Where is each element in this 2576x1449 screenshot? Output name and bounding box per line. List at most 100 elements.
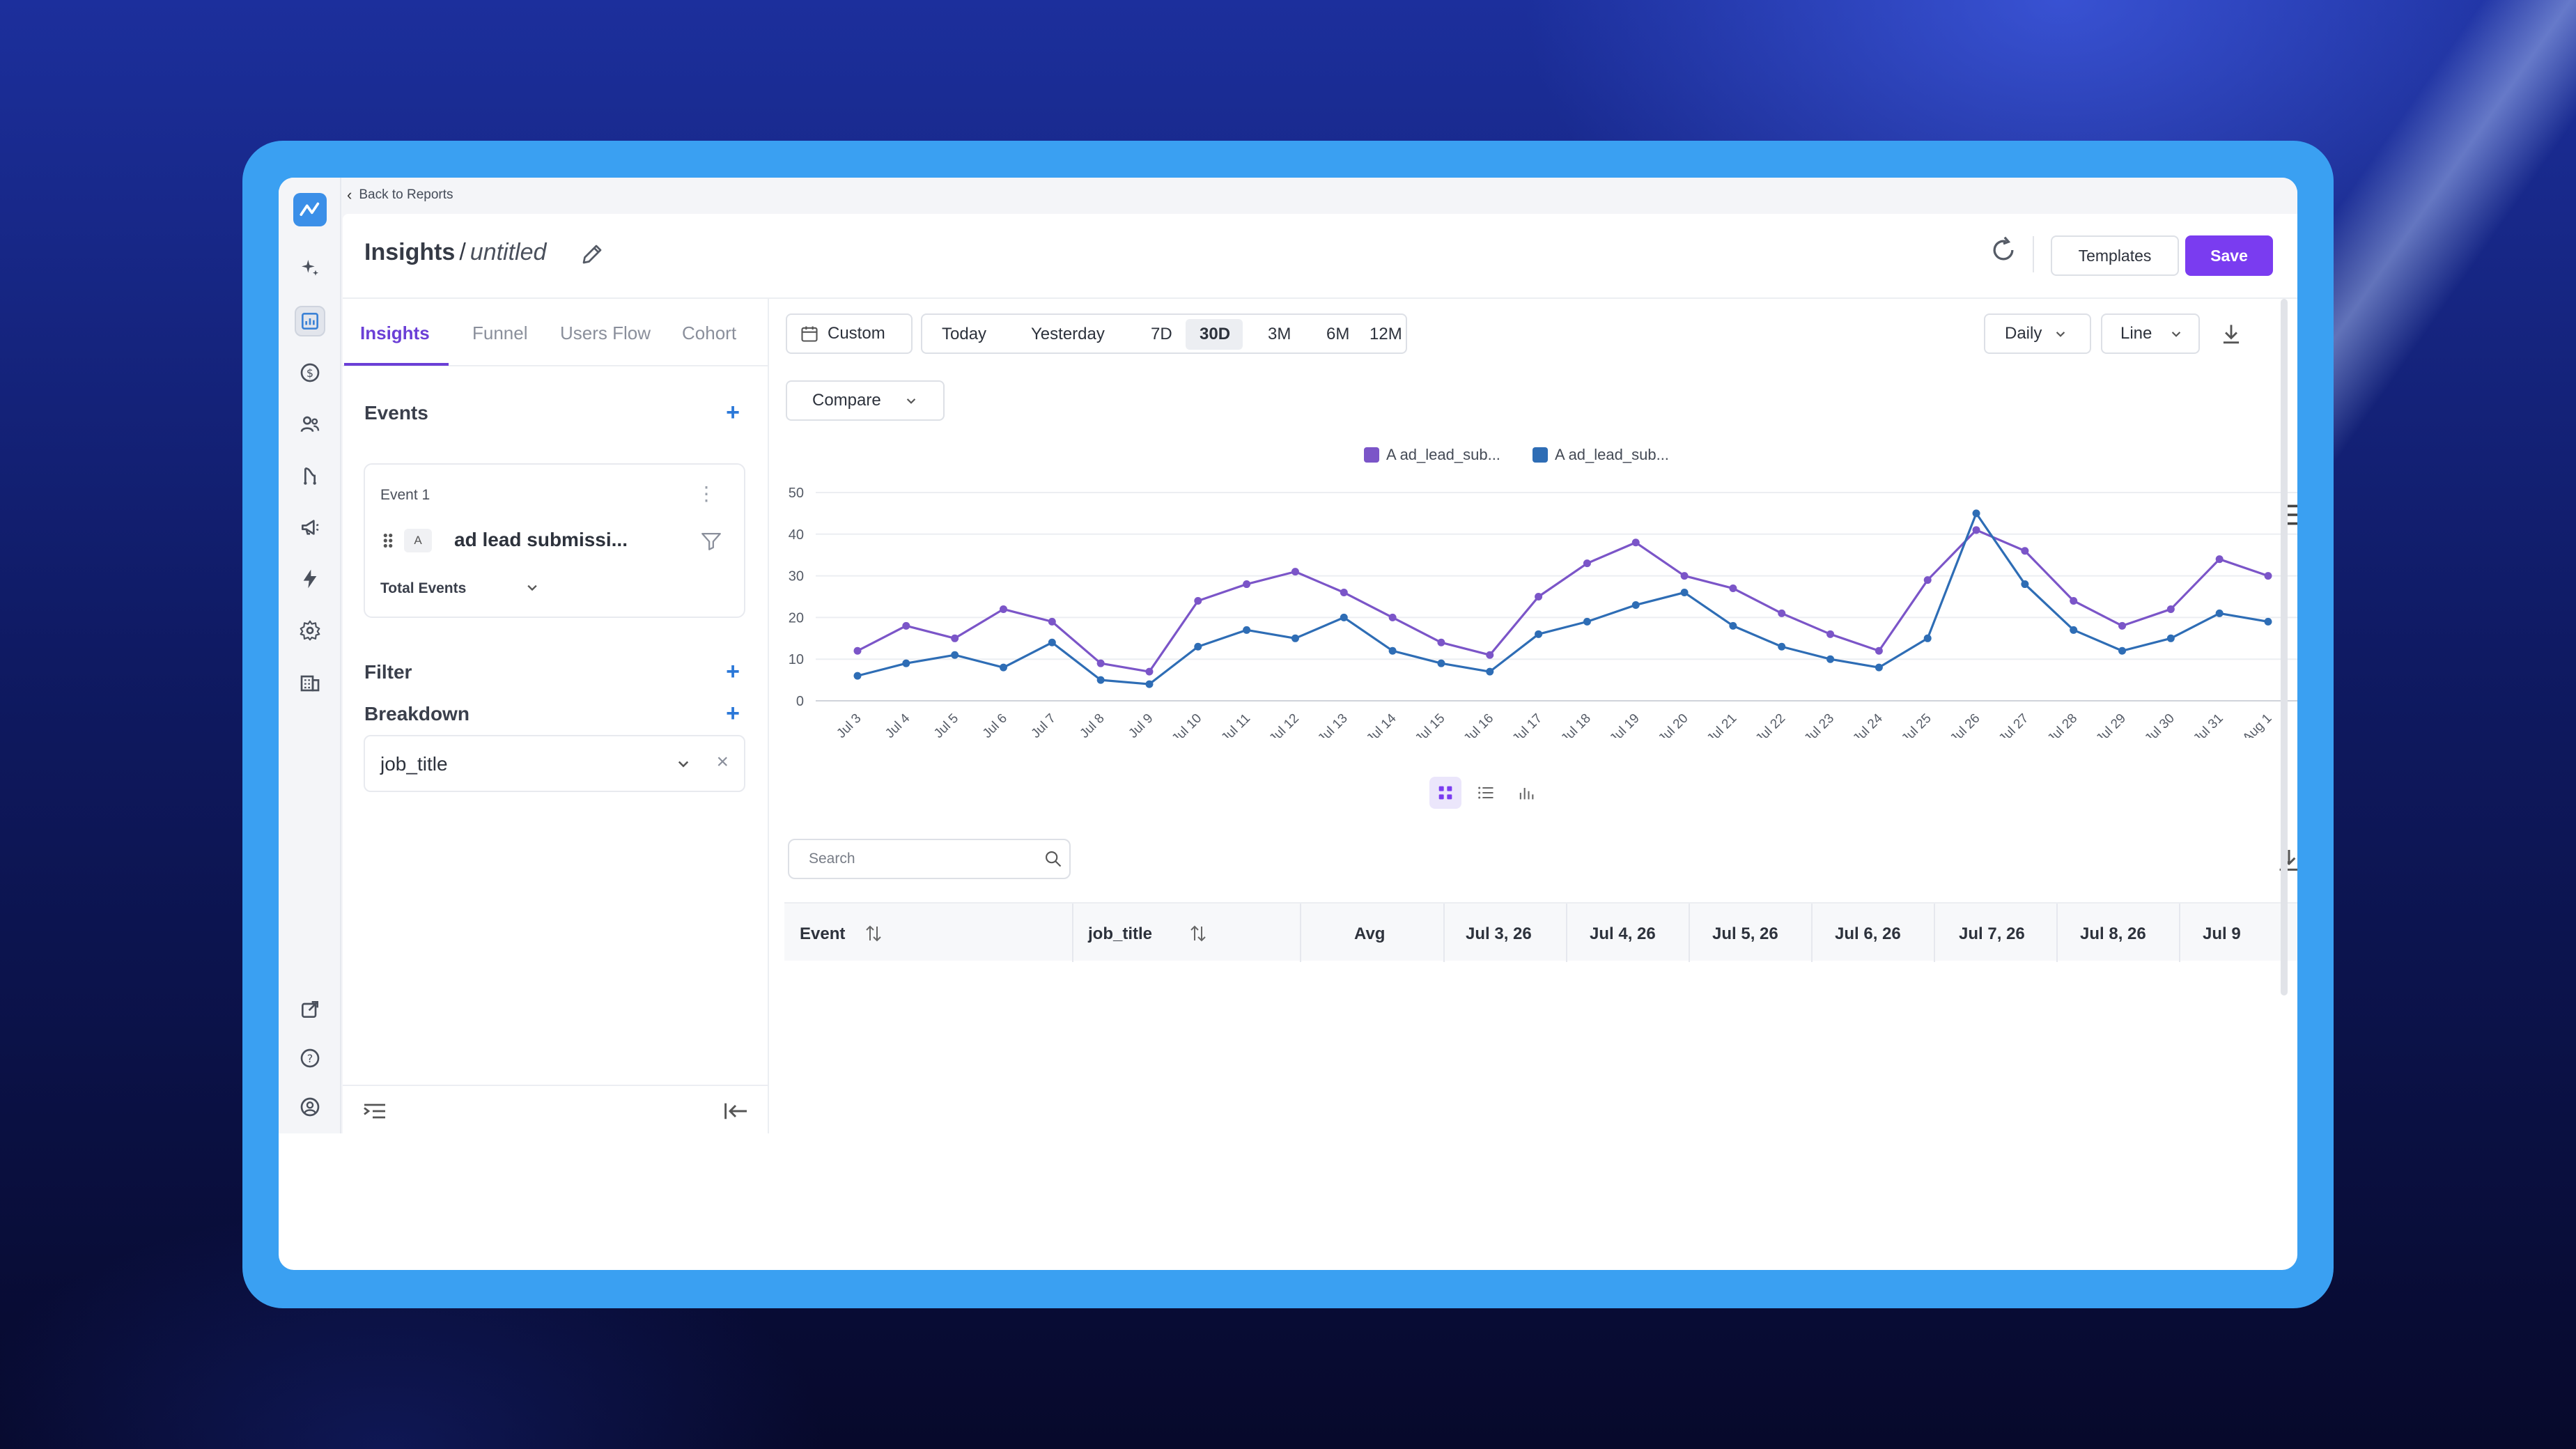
active-tab-indicator bbox=[344, 363, 449, 366]
table-search-input[interactable] bbox=[788, 839, 1071, 879]
report-name[interactable]: untitled bbox=[470, 239, 547, 265]
megaphone-icon[interactable] bbox=[295, 512, 325, 543]
users-icon[interactable] bbox=[295, 409, 325, 440]
bar-view-toggle[interactable] bbox=[1510, 777, 1542, 809]
tab-insights[interactable]: Insights bbox=[360, 323, 430, 343]
list-view-toggle[interactable] bbox=[1470, 777, 1502, 809]
events-heading: Events bbox=[364, 402, 428, 424]
range-12m[interactable]: 12M bbox=[1370, 325, 1402, 343]
chart-type-select[interactable]: Line bbox=[2101, 313, 2200, 354]
range-6m[interactable]: 6M bbox=[1326, 325, 1350, 343]
sparkles-icon[interactable] bbox=[295, 253, 325, 284]
edit-pencil-icon[interactable] bbox=[580, 242, 605, 267]
x-tick-label: Jul 13 bbox=[1315, 711, 1351, 738]
sort-icon[interactable] bbox=[862, 923, 885, 944]
tab-cohort[interactable]: Cohort bbox=[682, 323, 737, 343]
series-1-point bbox=[951, 634, 959, 642]
report-main: Insights / untitled Templates Save Insight… bbox=[343, 214, 2297, 1133]
search-icon[interactable] bbox=[1043, 849, 1063, 869]
col-header-job-title[interactable]: job_title bbox=[1088, 924, 1153, 943]
col-header-date[interactable]: Jul 4, 26 bbox=[1590, 924, 1656, 943]
content-scrollbar[interactable] bbox=[2281, 299, 2288, 995]
col-header-date[interactable]: Jul 7, 26 bbox=[1959, 924, 2025, 943]
drag-handle-icon[interactable] bbox=[380, 532, 396, 550]
series-1-point bbox=[1048, 617, 1056, 626]
col-header-date[interactable]: Jul 8, 26 bbox=[2080, 924, 2146, 943]
dollar-icon[interactable]: $ bbox=[295, 357, 325, 388]
col-header-date[interactable]: Jul 6, 26 bbox=[1835, 924, 1901, 943]
settings-gear-icon[interactable] bbox=[295, 615, 325, 646]
x-tick-label: Jul 28 bbox=[2045, 711, 2081, 738]
tab-funnel[interactable]: Funnel bbox=[472, 323, 528, 343]
col-header-date[interactable]: Jul 3, 26 bbox=[1466, 924, 1532, 943]
indent-list-icon[interactable] bbox=[362, 1100, 387, 1122]
download-icon[interactable] bbox=[2218, 320, 2244, 348]
config-panel: Insights Funnel Users Flow Cohort Events… bbox=[343, 299, 769, 1133]
lightning-icon[interactable] bbox=[295, 564, 325, 594]
series-2-point bbox=[1048, 638, 1056, 646]
compare-select[interactable]: Compare bbox=[786, 380, 945, 421]
kebab-menu-icon[interactable]: ⋮ bbox=[697, 483, 716, 504]
custom-range-button[interactable]: Custom bbox=[786, 313, 913, 354]
x-tick-label: Jul 22 bbox=[1753, 711, 1789, 738]
series-2-point bbox=[2118, 646, 2127, 655]
series-2-point bbox=[1486, 667, 1494, 676]
x-tick-label: Jul 31 bbox=[2191, 711, 2226, 738]
series-1-point bbox=[1729, 584, 1737, 593]
sort-icon[interactable] bbox=[1187, 923, 1209, 944]
add-breakdown-button[interactable]: + bbox=[726, 700, 740, 727]
chevron-down-icon[interactable] bbox=[522, 578, 542, 597]
series-1-point bbox=[1096, 659, 1105, 667]
x-tick-label: Jul 30 bbox=[2142, 711, 2178, 738]
series-1-point bbox=[1145, 667, 1154, 676]
event-name[interactable]: ad lead submissi... bbox=[454, 529, 628, 550]
external-link-icon[interactable] bbox=[295, 994, 325, 1025]
x-tick-label: Jul 12 bbox=[1266, 711, 1302, 738]
icon-rail: $ ? bbox=[279, 178, 341, 1133]
interval-select[interactable]: Daily bbox=[1984, 313, 2091, 354]
save-button[interactable]: Save bbox=[2185, 235, 2273, 276]
reports-icon[interactable] bbox=[295, 306, 325, 336]
chart-menu-icon[interactable] bbox=[2281, 502, 2297, 527]
series-2-point bbox=[1096, 676, 1105, 684]
range-today[interactable]: Today bbox=[942, 325, 987, 343]
help-icon[interactable]: ? bbox=[295, 1043, 325, 1074]
series-2-point bbox=[1291, 634, 1299, 642]
range-yesterday[interactable]: Yesterday bbox=[1031, 325, 1105, 343]
range-3m[interactable]: 3M bbox=[1268, 325, 1291, 343]
refresh-icon[interactable] bbox=[1988, 235, 2019, 265]
col-header-avg[interactable]: Avg bbox=[1354, 924, 1386, 943]
flow-icon[interactable] bbox=[295, 460, 325, 491]
series-1-point bbox=[1340, 589, 1348, 597]
collapse-panel-icon[interactable] bbox=[722, 1100, 750, 1122]
account-icon[interactable] bbox=[295, 1092, 325, 1122]
grid-view-toggle[interactable] bbox=[1429, 777, 1461, 809]
col-header-event[interactable]: Event bbox=[800, 924, 846, 943]
legend-swatch-purple bbox=[1364, 447, 1379, 463]
chevron-down-icon bbox=[2056, 332, 2065, 337]
series-2-point bbox=[951, 651, 959, 659]
aggregation-select[interactable]: Total Events bbox=[380, 580, 467, 596]
series-2-point bbox=[1631, 600, 1640, 609]
chevron-down-icon[interactable] bbox=[673, 753, 694, 774]
filter-funnel-icon[interactable] bbox=[699, 529, 723, 552]
building-icon[interactable] bbox=[295, 667, 325, 697]
series-2-point bbox=[902, 659, 910, 667]
y-tick-label: 10 bbox=[789, 652, 804, 667]
col-header-date[interactable]: Jul 9 bbox=[2203, 924, 2241, 943]
back-to-reports-link[interactable]: ‹ Back to Reports bbox=[341, 178, 2297, 212]
logo-icon[interactable] bbox=[293, 193, 327, 226]
remove-breakdown-icon[interactable]: × bbox=[716, 750, 729, 773]
col-header-date[interactable]: Jul 5, 26 bbox=[1712, 924, 1778, 943]
range-30d[interactable]: 30D bbox=[1200, 325, 1231, 343]
tab-users-flow[interactable]: Users Flow bbox=[560, 323, 651, 343]
templates-button[interactable]: Templates bbox=[2051, 235, 2179, 276]
legend-item-series-1[interactable]: A ad_lead_sub... bbox=[1364, 446, 1500, 464]
add-event-button[interactable]: + bbox=[726, 399, 740, 426]
range-7d[interactable]: 7D bbox=[1151, 325, 1172, 343]
breakdown-select[interactable]: job_title × bbox=[364, 735, 745, 792]
add-filter-button[interactable]: + bbox=[726, 658, 740, 685]
legend-item-series-2[interactable]: A ad_lead_sub... bbox=[1533, 446, 1669, 464]
page-title-section: Insights bbox=[364, 239, 456, 265]
line-chart: 0 10 20 30 40 50 Jul 3 Jul 4 Jul 5 Jul 6 Jul 7 Jul … bbox=[789, 486, 2297, 738]
